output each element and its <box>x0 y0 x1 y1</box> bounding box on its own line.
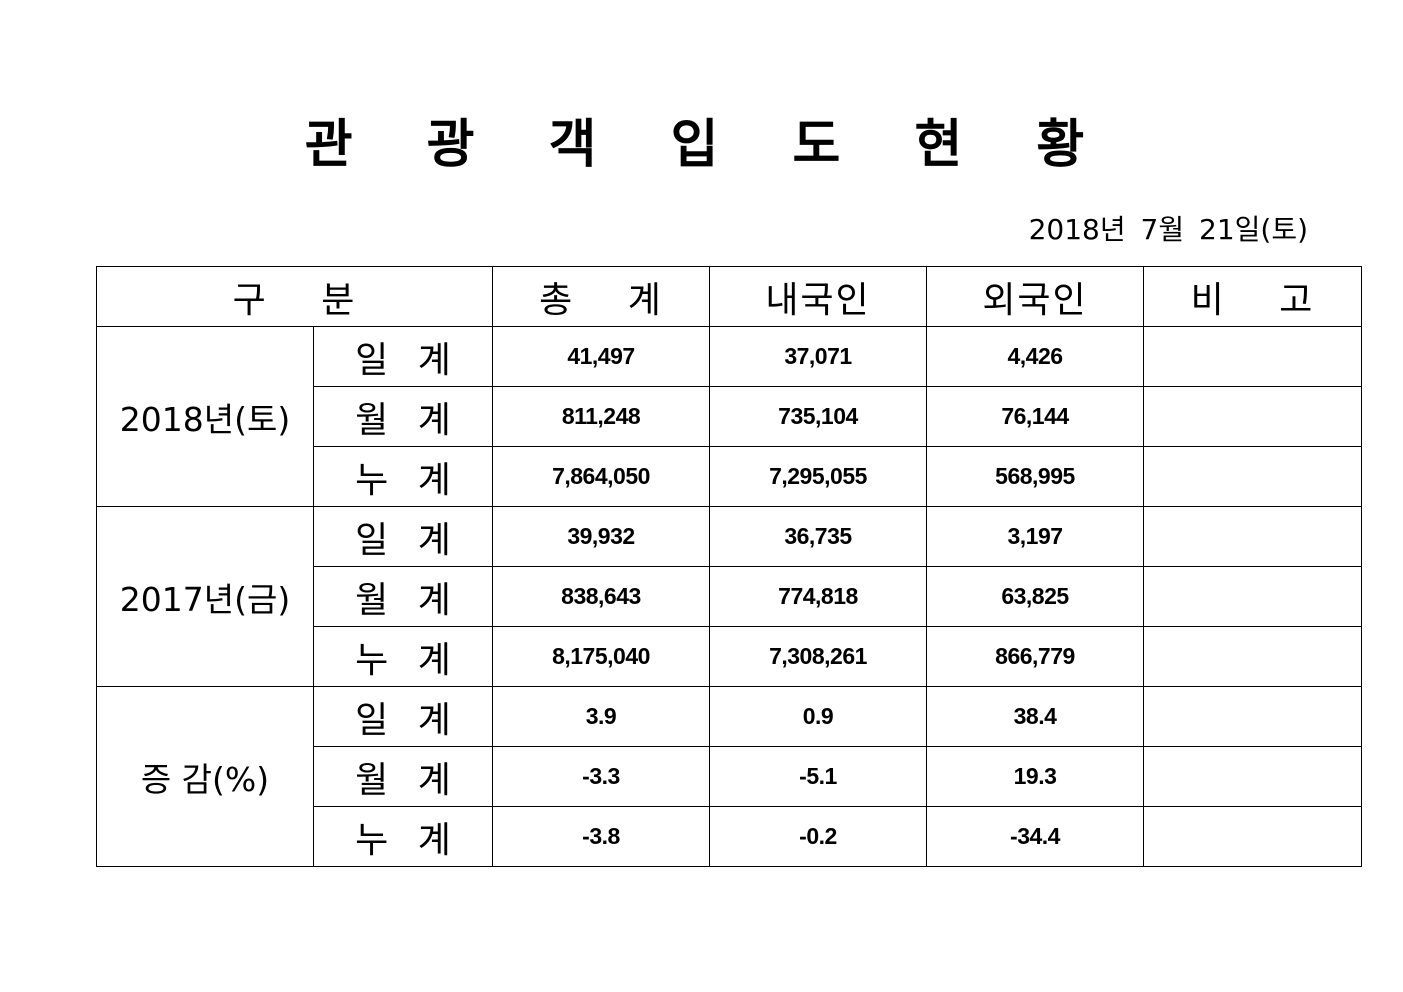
cell-remarks <box>1143 506 1362 567</box>
cell-foreign: 4,426 <box>926 326 1144 387</box>
report-date: 2018년 7월 21일(토) <box>1028 213 1308 246</box>
page-title: 관 광 객 입 도 현 황 <box>304 115 1113 175</box>
cell-total: 3.9 <box>492 686 710 747</box>
tourist-arrivals-table: 구 분 총 계 내국인 외국인 비 고 2018년(토) 일 계 41,497 … <box>96 266 1362 867</box>
cell-remarks <box>1143 806 1362 867</box>
header-foreign: 외국인 <box>926 266 1144 327</box>
group-label-2018: 2018년(토) <box>96 326 314 507</box>
cell-foreign: 76,144 <box>926 386 1144 447</box>
header-total-label: 총 계 <box>539 279 663 321</box>
cell-remarks <box>1143 566 1362 627</box>
row-label: 누 계 <box>313 806 493 867</box>
cell-foreign: -34.4 <box>926 806 1144 867</box>
cell-total: -3.3 <box>492 746 710 807</box>
header-remarks: 비 고 <box>1143 266 1362 327</box>
cell-foreign: 568,995 <box>926 446 1144 507</box>
cell-remarks <box>1143 686 1362 747</box>
table-row: 누 계 8,175,040 7,308,261 866,779 <box>97 626 1362 687</box>
row-label: 누 계 <box>313 446 493 507</box>
cell-total: 7,864,050 <box>492 446 710 507</box>
cell-foreign: 866,779 <box>926 626 1144 687</box>
cell-total: 39,932 <box>492 506 710 567</box>
header-category-label: 구 분 <box>232 279 357 321</box>
header-category: 구 분 <box>96 266 493 327</box>
cell-domestic: 774,818 <box>709 566 927 627</box>
group-label-2017: 2017년(금) <box>96 506 314 687</box>
cell-domestic: 0.9 <box>709 686 927 747</box>
header-remarks-label: 비 고 <box>1190 279 1315 321</box>
cell-total: 838,643 <box>492 566 710 627</box>
row-label: 일 계 <box>313 326 493 387</box>
cell-remarks <box>1143 626 1362 687</box>
cell-remarks <box>1143 746 1362 807</box>
cell-foreign: 38.4 <box>926 686 1144 747</box>
row-label: 월 계 <box>313 746 493 807</box>
table-row: 증 감(%) 일 계 3.9 0.9 38.4 <box>96 686 1362 867</box>
header-total: 총 계 <box>492 266 710 327</box>
cell-domestic: -0.2 <box>709 806 927 867</box>
table-row: 월 계 838,643 774,818 63,825 <box>97 566 1362 627</box>
cell-total: 811,248 <box>492 386 710 447</box>
cell-domestic: 36,735 <box>709 506 927 567</box>
cell-total: -3.8 <box>492 806 710 867</box>
group-label-change-percent: 증 감(%) <box>96 686 314 867</box>
cell-domestic: 37,071 <box>709 326 927 387</box>
cell-domestic: -5.1 <box>709 746 927 807</box>
table-row: 월 계 -3.3 -5.1 19.3 <box>97 746 1362 807</box>
row-label: 누 계 <box>313 626 493 687</box>
cell-foreign: 19.3 <box>926 746 1144 807</box>
table-row: 2017년(금) 일 계 39,932 36,735 3,197 <box>96 506 1362 687</box>
cell-foreign: 63,825 <box>926 566 1144 627</box>
cell-domestic: 735,104 <box>709 386 927 447</box>
cell-total: 8,175,040 <box>492 626 710 687</box>
cell-domestic: 7,308,261 <box>709 626 927 687</box>
cell-domestic: 7,295,055 <box>709 446 927 507</box>
cell-remarks <box>1143 326 1362 387</box>
cell-total: 41,497 <box>492 326 710 387</box>
table-row: 2018년(토) 일 계 41,497 37,071 4,426 <box>96 326 1362 507</box>
header-row: 구 분 총 계 내국인 외국인 비 고 <box>96 266 1362 327</box>
cell-remarks <box>1143 386 1362 447</box>
header-domestic: 내국인 <box>709 266 927 327</box>
row-label: 월 계 <box>313 566 493 627</box>
row-label: 일 계 <box>313 506 493 567</box>
table-row: 누 계 7,864,050 7,295,055 568,995 <box>97 446 1362 507</box>
row-label: 월 계 <box>313 386 493 447</box>
cell-foreign: 3,197 <box>926 506 1144 567</box>
row-label: 일 계 <box>313 686 493 747</box>
table-row: 누 계 -3.8 -0.2 -34.4 <box>97 806 1362 867</box>
cell-remarks <box>1143 446 1362 507</box>
